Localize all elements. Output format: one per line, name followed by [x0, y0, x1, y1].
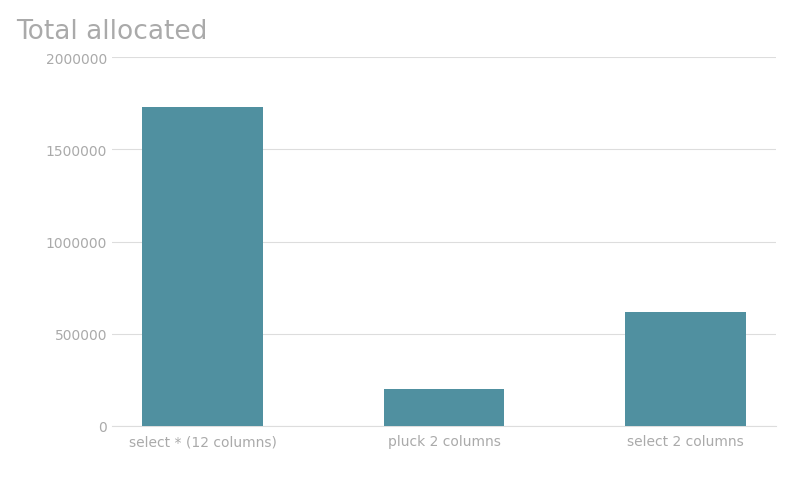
Text: Total allocated: Total allocated	[16, 19, 207, 45]
Bar	[384, 389, 504, 426]
Bar	[625, 312, 746, 426]
Bar	[142, 108, 263, 426]
